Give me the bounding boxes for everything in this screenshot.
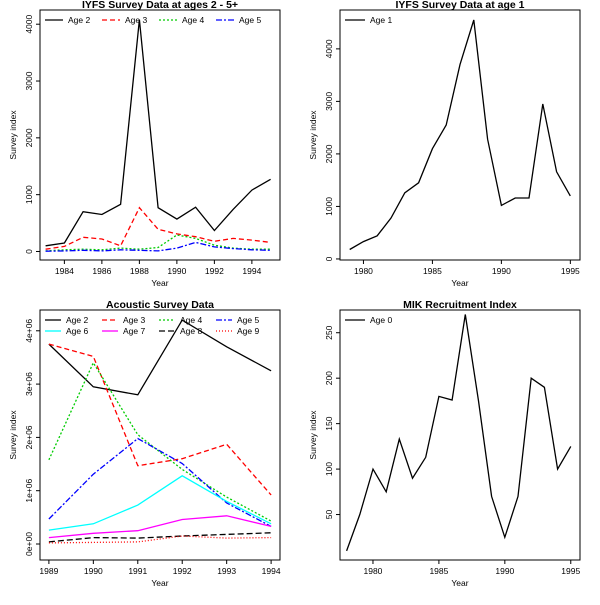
y-tick-label: 50 (324, 510, 334, 520)
y-tick-label: 1000 (24, 185, 34, 204)
series-line-age-0 (345, 314, 572, 552)
x-tick-label: 1995 (561, 266, 580, 276)
y-axis-label: Survey index (8, 110, 18, 160)
series-line-age-2 (45, 19, 271, 247)
y-tick-label: 3e+06 (24, 372, 34, 396)
y-tick-label: 2000 (24, 128, 34, 147)
x-axis-label: Year (151, 578, 168, 588)
x-tick-label: 1988 (130, 266, 149, 276)
plot-frame (339, 9, 581, 261)
plot-frame (39, 309, 281, 561)
legend-label: Age 4 (182, 15, 204, 25)
legend-label: Age 6 (66, 326, 88, 336)
chart-title: MIK Recruitment Index (403, 299, 517, 311)
x-tick-label: 1984 (55, 266, 74, 276)
x-tick-label: 1990 (495, 566, 514, 576)
series-line-age-1 (349, 19, 571, 251)
plot-frame (339, 309, 581, 561)
plot-frame (39, 9, 281, 261)
legend-label: Age 3 (123, 315, 145, 325)
legend: Age 0 (345, 315, 392, 325)
legend-label: Age 1 (370, 15, 392, 25)
x-tick-label: 1990 (492, 266, 511, 276)
x-tick-label: 1990 (167, 266, 186, 276)
legend-label: Age 4 (180, 315, 202, 325)
y-tick-label: 2000 (324, 144, 334, 163)
x-tick-label: 1980 (354, 266, 373, 276)
x-tick-label: 1995 (561, 566, 580, 576)
y-tick-label: 100 (324, 462, 334, 476)
legend-label: Age 5 (237, 315, 259, 325)
series-line-age-8 (48, 532, 272, 543)
y-tick-label: 1e+06 (24, 478, 34, 502)
x-tick-label: 1985 (429, 566, 448, 576)
x-tick-label: 1986 (92, 266, 111, 276)
y-tick-label: 2e+06 (24, 425, 34, 449)
y-tick-label: 4e+06 (24, 319, 34, 343)
y-tick-label: 1000 (324, 197, 334, 216)
legend: Age 2 Age 3 Age 4 Age 5 (45, 15, 261, 25)
legend: Age 2 Age 3 Age 4 Age 5 Age 6 Age 7 Age 8 Age 9 (45, 315, 259, 336)
y-axis-label: Survey index (8, 410, 18, 460)
series-line-age-9 (48, 535, 272, 544)
x-tick-label: 1992 (173, 566, 192, 576)
chart-title: Acoustic Survey Data (106, 299, 214, 311)
x-tick-label: 1991 (128, 566, 147, 576)
chart-title: IYFS Survey Data at age 1 (396, 0, 525, 11)
y-axis-label: Survey index (308, 410, 318, 460)
chart-panel-2: IYFS Survey Data at age 1 1980 1985 1990 199… (308, 0, 581, 288)
legend-label: Age 2 (68, 15, 90, 25)
chart-panel-4: MIK Recruitment Index 1980 1985 1990 1995 50 1… (308, 299, 581, 588)
chart-panel-3: Acoustic Survey Data 1989 1990 1991 1992 1993… (8, 299, 281, 588)
x-tick-label: 1985 (423, 266, 442, 276)
series-line-age-7 (48, 515, 272, 539)
x-tick-label: 1990 (84, 566, 103, 576)
y-tick-label: 200 (324, 371, 334, 385)
y-tick-label: 0e+00 (24, 532, 34, 556)
x-tick-label: 1980 (364, 566, 383, 576)
legend: Age 1 (345, 15, 392, 25)
series-line-age-3 (48, 343, 272, 496)
legend-label: Age 2 (66, 315, 88, 325)
x-axis-label: Year (451, 578, 468, 588)
y-tick-label: 0 (324, 256, 334, 261)
y-tick-label: 4000 (24, 14, 34, 33)
legend-label: Age 7 (123, 326, 145, 336)
y-tick-label: 3000 (24, 71, 34, 90)
y-axis-label: Survey index (308, 110, 318, 160)
legend-label: Age 5 (239, 15, 261, 25)
x-tick-label: 1992 (205, 266, 224, 276)
x-tick-label: 1993 (217, 566, 236, 576)
x-tick-label: 1994 (262, 566, 281, 576)
x-tick-label: 1989 (39, 566, 58, 576)
y-tick-label: 3000 (324, 92, 334, 111)
series-line-age-5 (45, 241, 271, 252)
y-tick-label: 4000 (324, 39, 334, 58)
x-axis-label: Year (151, 278, 168, 288)
series-line-age-3 (45, 206, 271, 250)
chart-panel-1: IYFS Survey Data at ages 2 - 5+ 1984 1986 1… (8, 0, 281, 288)
legend-label: Age 9 (237, 326, 259, 336)
legend-label: Age 3 (125, 15, 147, 25)
y-tick-label: 150 (324, 416, 334, 430)
y-tick-label: 0 (24, 249, 34, 254)
x-tick-label: 1994 (242, 266, 261, 276)
chart-title: IYFS Survey Data at ages 2 - 5+ (82, 0, 238, 11)
y-tick-label: 250 (324, 325, 334, 339)
series-line-age-5 (48, 437, 272, 527)
series-line-age-6 (48, 475, 272, 531)
x-axis-label: Year (451, 278, 468, 288)
legend-label: Age 8 (180, 326, 202, 336)
legend-label: Age 0 (370, 315, 392, 325)
series-line-age-4 (48, 361, 272, 522)
